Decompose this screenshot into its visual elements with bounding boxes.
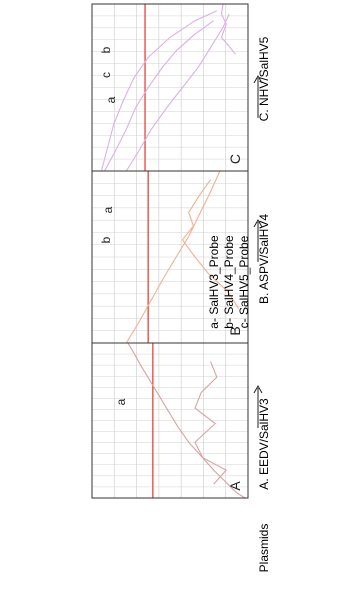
- curve-label-C-c: c: [99, 72, 113, 78]
- curve-label-A-a: a: [114, 398, 128, 405]
- panel-letter-A: A: [227, 481, 243, 491]
- series-line-C-a: [104, 20, 215, 172]
- curve-label-C-a: a: [104, 96, 118, 103]
- curve-label-C-b: b: [99, 46, 113, 53]
- legend-item-a: a- SalHV3_Probe: [207, 235, 221, 329]
- caption-A: A. EEDV/SalHV3: [257, 398, 271, 490]
- curve-label-B-a: a: [101, 206, 115, 213]
- caption-B: B. ASPV/SalHV4: [257, 214, 271, 304]
- series-line-A-a: [127, 342, 246, 499]
- panel-C: a c b C: [91, 3, 249, 172]
- caption-C: C. NHV/SalHV5: [257, 36, 271, 121]
- panel-letter-C: C: [227, 154, 243, 164]
- panel-frame-C: [91, 3, 249, 172]
- legend-item-b: b- SalHV4_Probe: [222, 235, 236, 329]
- arrow-A: [253, 384, 263, 428]
- plasmids-label: Plasmids: [257, 524, 271, 573]
- curve-label-B-b: b: [99, 236, 113, 243]
- panel-B: b a B: [91, 170, 249, 344]
- series-line-C-x3: [220, 3, 236, 55]
- series-line-C-c: [125, 13, 230, 172]
- arrow-B: [253, 218, 263, 262]
- series-line-C-b: [100, 10, 218, 172]
- panel-letter-B: B: [227, 326, 243, 335]
- panel-A: aA: [91, 342, 249, 499]
- series-line-B-b: [181, 179, 240, 309]
- arrow-C: [253, 74, 263, 118]
- series-line-B-a: [125, 170, 221, 344]
- legend-item-c: c- SalHV5_Probe: [237, 235, 251, 328]
- series-line-A-x1: [194, 361, 228, 485]
